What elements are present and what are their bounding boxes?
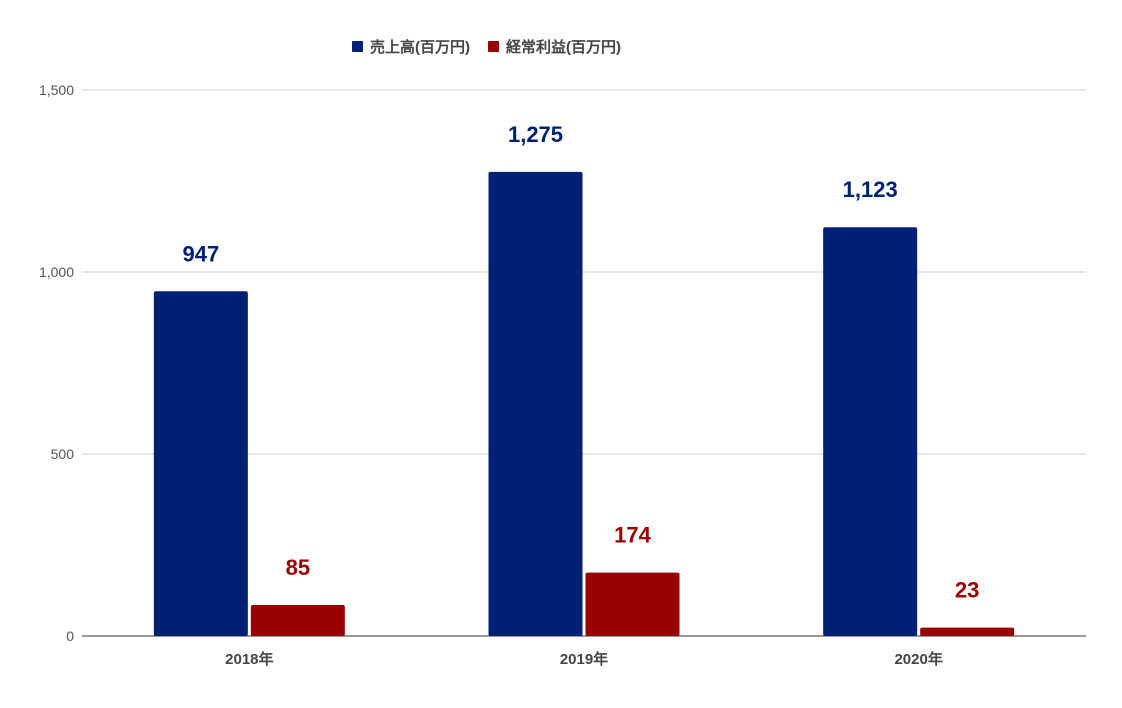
data-label: 23	[955, 578, 979, 603]
bar-sales	[153, 291, 248, 636]
legend-swatch-profit	[488, 41, 499, 52]
legend: 売上高(百万円) 経常利益(百万円)	[352, 36, 639, 57]
x-tick-label: 2019年	[560, 650, 608, 668]
y-tick-label: 500	[51, 446, 75, 462]
data-label: 174	[614, 523, 651, 548]
y-tick-label: 1,000	[39, 264, 74, 280]
bar-profit	[920, 627, 1015, 636]
legend-label-sales: 売上高(百万円)	[370, 39, 470, 56]
data-label: 1,123	[843, 177, 898, 202]
legend-item-profit: 経常利益(百万円)	[488, 36, 621, 57]
legend-label-profit: 経常利益(百万円)	[506, 39, 621, 56]
legend-swatch-sales	[352, 41, 363, 52]
x-tick-label: 2018年	[225, 650, 273, 668]
data-label: 947	[182, 241, 219, 266]
data-label: 85	[286, 555, 310, 580]
x-tick-label: 2020年	[894, 650, 942, 668]
bar-sales	[823, 227, 918, 636]
y-tick-label: 0	[66, 628, 74, 644]
y-tick-label: 1,500	[39, 82, 74, 98]
bar-profit	[585, 572, 680, 636]
bar-profit	[250, 605, 345, 636]
bar-sales	[488, 171, 583, 636]
data-label: 1,275	[508, 122, 563, 147]
legend-item-sales: 売上高(百万円)	[352, 36, 470, 57]
